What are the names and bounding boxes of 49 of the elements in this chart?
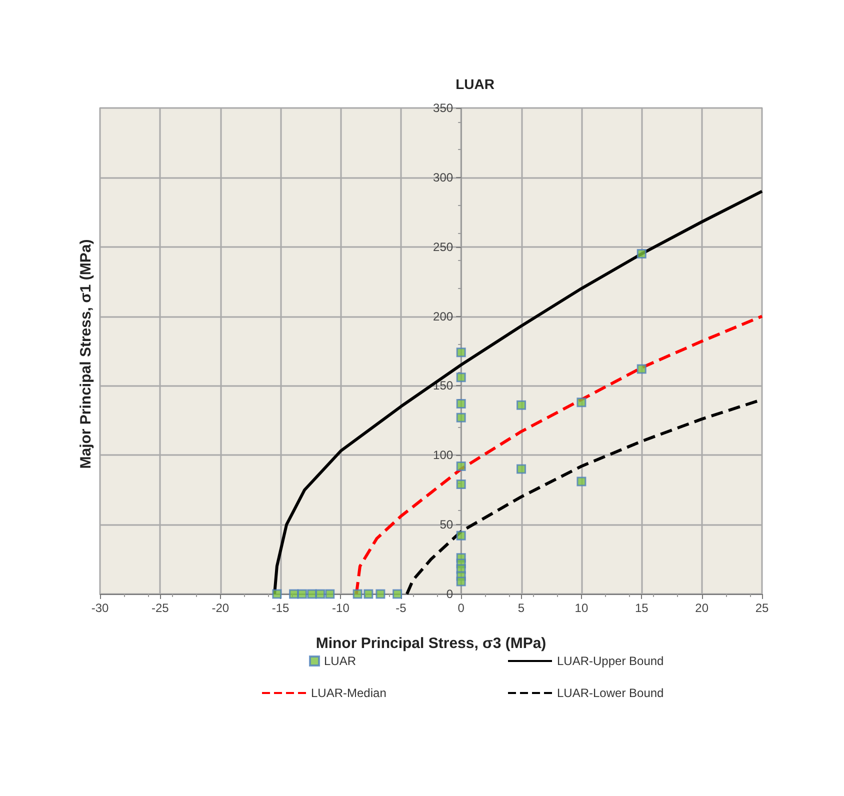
point <box>392 589 402 599</box>
point <box>376 589 386 599</box>
point <box>456 462 466 471</box>
point <box>456 348 466 358</box>
x-tick-label: -5 <box>396 601 407 615</box>
x-tick-label: 15 <box>634 601 649 615</box>
y-tick-label: 300 <box>433 170 454 184</box>
x-tick-label: 5 <box>518 601 525 615</box>
legend-label: LUAR-Lower Bound <box>557 686 664 700</box>
point <box>316 589 326 599</box>
x-tick-label: -25 <box>152 601 170 615</box>
x-tick-label: 20 <box>695 601 709 615</box>
y-tick-label: 200 <box>433 309 454 324</box>
x-tick-label: -20 <box>212 601 230 615</box>
x-tick-label: 10 <box>574 601 588 615</box>
point <box>516 464 526 474</box>
point <box>307 589 317 599</box>
point <box>516 400 526 410</box>
legend-label: LUAR <box>324 654 356 668</box>
point <box>576 476 586 486</box>
x-axis-title: Minor Principal Stress, σ3 (MPa) <box>316 635 546 652</box>
y-tick-label: 50 <box>440 518 454 532</box>
point <box>456 480 466 490</box>
x-tick-label: 25 <box>755 601 769 615</box>
y-tick-label: 100 <box>433 448 454 462</box>
point <box>636 364 646 374</box>
point <box>364 589 374 599</box>
legend-label: LUAR-Median <box>311 686 386 700</box>
y-tick-label: 350 <box>433 101 454 115</box>
point <box>456 372 466 382</box>
point <box>456 576 466 586</box>
x-tick-label: -10 <box>332 601 350 615</box>
y-axis-title: Major Principal Stress, σ1 (MPa) <box>78 239 94 469</box>
point <box>636 249 646 259</box>
y-tick-label: 250 <box>433 240 454 254</box>
point <box>297 589 307 599</box>
x-tick-label: -30 <box>91 601 109 615</box>
point <box>456 399 466 409</box>
x-tick-label: 0 <box>458 601 465 615</box>
chart-title: LUAR <box>456 76 494 92</box>
point <box>456 412 466 422</box>
point <box>456 530 466 540</box>
point <box>289 589 299 599</box>
point <box>576 398 586 408</box>
x-tick-label: -15 <box>272 601 290 615</box>
point <box>325 589 335 599</box>
legend-label: LUAR-Upper Bound <box>557 654 664 668</box>
point <box>272 589 282 599</box>
point <box>352 589 362 599</box>
